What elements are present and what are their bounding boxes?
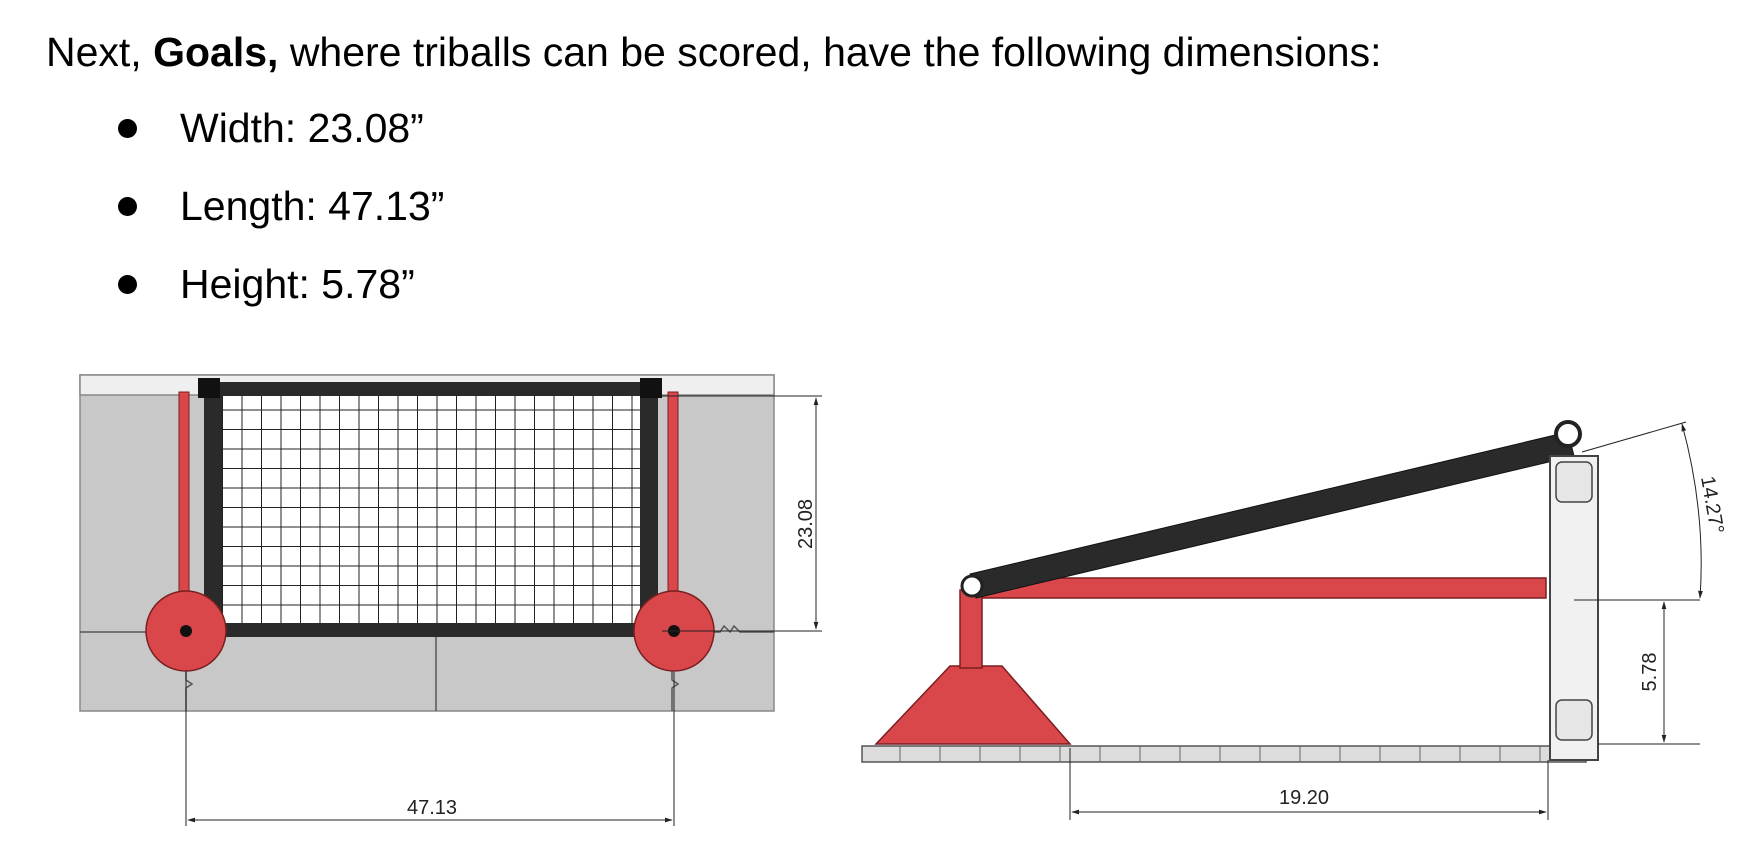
- floor-segments: [899, 746, 1541, 762]
- height-text: Height: 5.78”: [180, 261, 415, 307]
- goal-black-bar: [969, 431, 1575, 599]
- goal-top-view: 23.08 47.13: [79, 374, 822, 826]
- dimension-lines: [1069, 421, 1703, 820]
- goal-side-view: 14.27° 5.78 19.20: [861, 420, 1728, 820]
- dimension-lines: [185, 395, 822, 826]
- top-height-dimension: 23.08: [795, 499, 817, 549]
- bullet-icon: [118, 119, 137, 138]
- goal-frame-top: [200, 382, 662, 396]
- goal-red-beam: [981, 577, 1547, 599]
- pivot-joint: [960, 574, 984, 598]
- goal-net: [221, 389, 645, 629]
- goal-frame-bottom: [200, 623, 662, 637]
- side-angle-dimension: 14.27°: [1696, 474, 1728, 535]
- side-height-dimension: 5.78: [1639, 653, 1661, 692]
- length-text: Length: 47.13”: [180, 183, 445, 229]
- intro-sentence: Next, Goals, where triballs can be score…: [46, 24, 1381, 80]
- corner-bracket: [640, 378, 662, 398]
- width-text: Width: 23.08”: [180, 105, 424, 151]
- end-frame-pad: [1555, 699, 1593, 741]
- base-pivot: [180, 625, 192, 637]
- bullet-icon: [118, 197, 137, 216]
- goal-frame-left: [204, 382, 222, 636]
- intro-prefix: Next,: [46, 29, 154, 75]
- top-width-dimension: 47.13: [407, 797, 457, 819]
- goal-red-base-side: [874, 665, 1072, 745]
- end-frame-pad: [1555, 461, 1593, 503]
- goal-red-upright: [959, 589, 983, 669]
- intro-suffix: where triballs can be scored, have the f…: [278, 29, 1382, 75]
- field-floor: [861, 745, 1587, 763]
- side-length-dimension: 19.20: [1279, 787, 1329, 809]
- corner-bracket: [198, 378, 220, 398]
- intro-bold-goals: Goals,: [153, 29, 279, 75]
- goal-frame-right: [640, 382, 658, 636]
- bar-end-cap: [1554, 420, 1582, 448]
- bullet-icon: [118, 275, 137, 294]
